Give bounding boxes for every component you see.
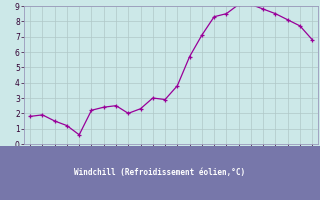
Text: Windchill (Refroidissement éolien,°C): Windchill (Refroidissement éolien,°C) (75, 168, 245, 178)
